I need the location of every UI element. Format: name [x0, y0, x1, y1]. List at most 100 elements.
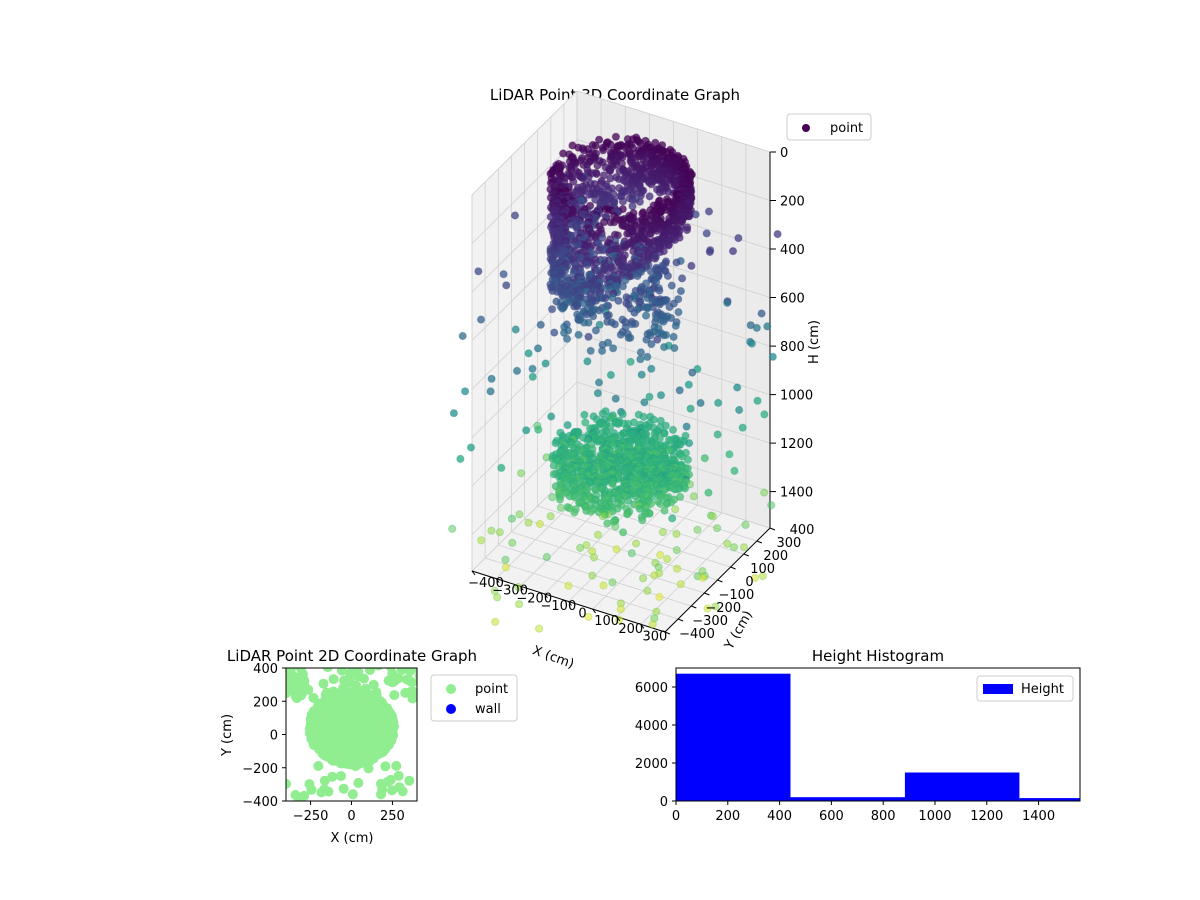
point-3d: [768, 352, 777, 361]
point-2d: [344, 702, 355, 713]
point-3d: [704, 207, 714, 216]
point-3d: [752, 323, 761, 332]
grid-line: [511, 531, 705, 594]
point-3d: [636, 348, 646, 357]
point-3d: [606, 370, 616, 380]
y-tick-label: 4000: [635, 719, 668, 734]
point-2d: [371, 689, 382, 700]
chart-2d-legend-label-point: point: [475, 682, 508, 697]
point-3d: [713, 430, 722, 439]
point-3d: [576, 543, 585, 553]
point-3d: [672, 546, 681, 555]
point-2d: [339, 754, 350, 765]
x-tick-label: 0: [347, 809, 355, 824]
x-tick-label: 1400: [1022, 809, 1055, 824]
point-3d: [767, 501, 776, 510]
grid-line: [576, 90, 771, 153]
point-3d: [593, 530, 603, 539]
point-3d: [495, 528, 504, 537]
point-3d: [606, 174, 615, 183]
point-2d: [389, 690, 400, 701]
point-3d: [491, 617, 500, 627]
point-3d: [696, 398, 705, 408]
point-2d: [365, 668, 375, 675]
point-3d: [511, 325, 520, 334]
z-tick-label: 200: [780, 195, 805, 210]
point-2d: [308, 692, 319, 703]
point-3d: [594, 378, 604, 387]
point-2d: [351, 719, 362, 730]
point-3d: [676, 580, 685, 589]
point-3d: [641, 311, 651, 320]
point-3d: [648, 620, 657, 629]
x-tick-label: 600: [819, 809, 844, 824]
y-tick-label: 6000: [635, 681, 668, 696]
point-3d: [725, 450, 734, 459]
point-2d: [363, 763, 374, 774]
point-2d: [349, 729, 360, 740]
point-3d: [456, 454, 465, 463]
y-tick-label: −200: [705, 601, 741, 616]
point-3d: [624, 333, 633, 342]
x-tick-label: 200: [715, 809, 740, 824]
point-2d: [299, 790, 310, 801]
point-3d: [753, 396, 762, 405]
point-3d: [466, 443, 476, 452]
y-tick-label: 400: [790, 523, 815, 538]
point-2d: [338, 683, 349, 693]
histogram-bar: [790, 797, 905, 801]
point-2d: [404, 775, 415, 786]
point-3d: [630, 308, 639, 317]
point-3d: [508, 538, 517, 548]
point-3d: [704, 488, 713, 497]
point-3d: [637, 370, 646, 379]
point-3d: [593, 389, 603, 398]
point-3d: [683, 455, 693, 464]
point-3d: [741, 520, 750, 530]
point-3d: [708, 512, 717, 521]
point-3d: [612, 545, 621, 554]
point-3d: [698, 573, 707, 582]
z-tick-label: 800: [780, 340, 805, 355]
point-2d: [380, 761, 391, 772]
point-3d: [650, 571, 659, 580]
x-tick-label: −250: [293, 809, 329, 824]
point-3d: [584, 332, 593, 341]
point-3d: [578, 174, 587, 183]
point-3d: [595, 306, 604, 315]
point-2d: [319, 775, 330, 786]
point-3d: [643, 586, 652, 595]
point-3d: [626, 357, 635, 366]
point-3d: [547, 412, 556, 421]
point-3d: [655, 286, 664, 295]
y-tick-mark: [717, 579, 723, 583]
point-3d: [618, 410, 627, 419]
point-3d: [663, 271, 673, 280]
point-3d: [760, 410, 769, 419]
point-2d: [310, 738, 321, 749]
point-3d: [693, 525, 702, 534]
point-3d: [599, 146, 608, 155]
point-3d: [684, 380, 693, 389]
point-3d: [660, 506, 669, 515]
point-3d: [729, 543, 739, 552]
grid-line: [471, 90, 578, 196]
point-2d: [318, 678, 329, 689]
point-3d: [570, 508, 579, 517]
point-3d: [672, 529, 681, 539]
point-2d: [324, 694, 335, 705]
point-3d: [639, 574, 648, 583]
point-3d: [586, 507, 596, 516]
point-3d: [461, 387, 470, 396]
point-3d: [670, 344, 679, 353]
point-3d: [658, 528, 668, 537]
point-3d: [728, 247, 738, 256]
point-3d: [614, 296, 623, 305]
histogram-legend-label: Height: [1021, 682, 1064, 697]
point-3d: [474, 267, 483, 276]
point-2d: [362, 735, 373, 746]
point-3d: [676, 287, 686, 296]
point-3d: [672, 258, 681, 267]
x-tick-label: 0: [672, 809, 680, 824]
y-tick-label: 0: [745, 575, 753, 590]
